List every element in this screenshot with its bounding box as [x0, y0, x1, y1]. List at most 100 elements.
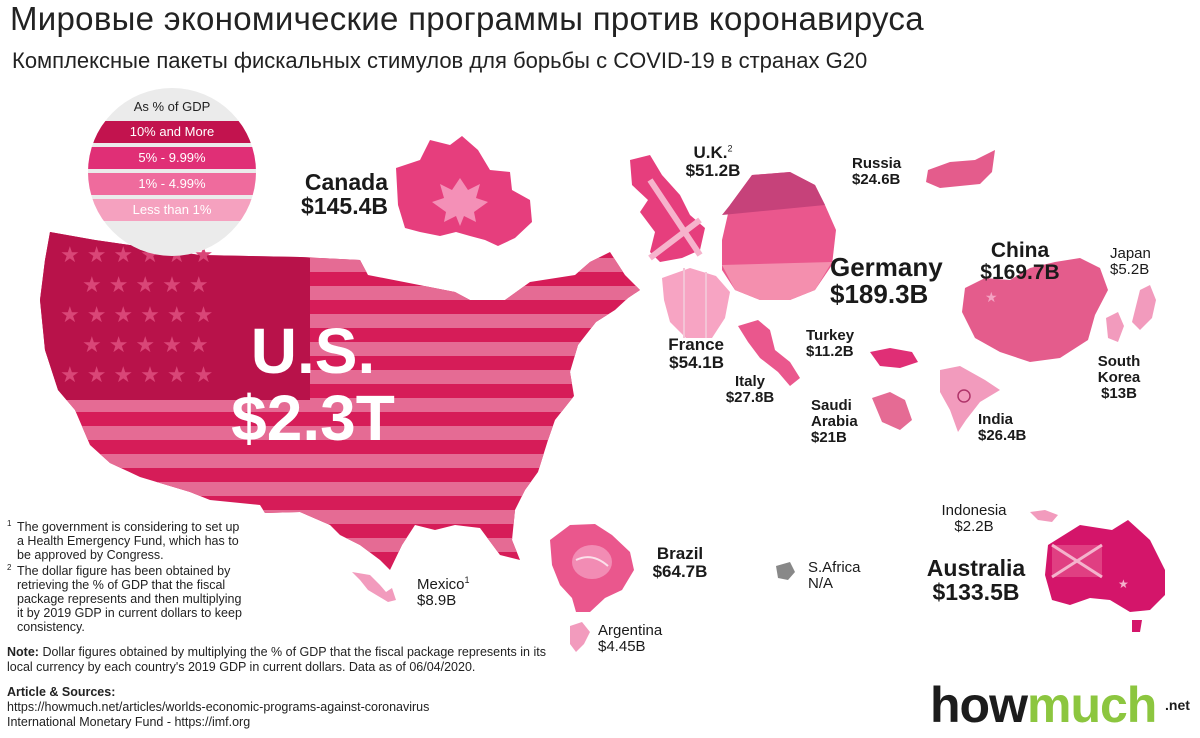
south-africa-shape — [776, 562, 795, 580]
india-name: India — [978, 411, 1014, 428]
label-italy: Italy $27.8B — [720, 374, 780, 406]
label-japan: Japan $5.2B — [1110, 246, 1151, 278]
france-shape — [662, 268, 730, 338]
note-label: Note: — [7, 645, 39, 659]
china-shape — [962, 258, 1108, 362]
legend-header: As % of GDP — [133, 99, 211, 114]
australia-shape: ★ — [1045, 520, 1165, 632]
saudi-name-1: Saudi — [811, 397, 852, 414]
turkey-shape — [870, 348, 918, 368]
label-mexico: Mexico1 $8.9B — [417, 575, 470, 609]
legend-item-10-plus: 10% and More — [88, 121, 256, 143]
logo-part-how: how — [930, 677, 1028, 733]
china-name: China — [990, 239, 1050, 262]
label-argentina: Argentina $4.45B — [598, 623, 662, 655]
label-us: U.S. $2.3T — [206, 315, 420, 455]
turkey-value: $11.2B — [806, 342, 854, 360]
legend: As % of GDP 10% and More 5% - 9.99% 1% -… — [88, 88, 256, 256]
canada-name: Canada — [304, 169, 388, 195]
uk-name: U.K. — [693, 143, 728, 162]
south-korea-name-2: Korea — [1097, 368, 1141, 386]
germany-shape — [722, 172, 836, 300]
svg-text:★ ★ ★ ★ ★ ★: ★ ★ ★ ★ ★ ★ — [60, 303, 213, 328]
uk-footnote-mark: 2 — [727, 143, 733, 154]
russia-shape — [926, 150, 995, 188]
legend-item-5-10: 5% - 9.99% — [88, 147, 256, 169]
label-brazil: Brazil $64.7B — [643, 545, 717, 581]
page-title: Мировые экономические программы против к… — [10, 0, 924, 37]
label-australia: Australia $133.5B — [917, 556, 1035, 604]
page-subtitle: Комплексные пакеты фискальных стимулов д… — [12, 48, 868, 73]
note-text: Dollar figures obtained by multiplying t… — [7, 645, 546, 674]
svg-text:★: ★ — [1118, 577, 1129, 591]
south-korea-value: $13B — [1101, 384, 1137, 402]
source-link-imf[interactable]: International Monetary Fund - https://im… — [7, 715, 251, 729]
footnote-1-text: The government is considering to set up … — [17, 520, 240, 562]
mexico-footnote-mark: 1 — [464, 575, 470, 585]
saudi-shape — [872, 392, 912, 430]
brazil-name: Brazil — [656, 544, 704, 563]
italy-value: $27.8B — [725, 388, 775, 406]
france-name: France — [668, 335, 724, 354]
logo-part-much: much — [1026, 677, 1157, 733]
brazil-value: $64.7B — [652, 561, 708, 581]
south-korea-name-1: South — [1097, 353, 1141, 370]
howmuch-logo: howmuch — [930, 676, 1157, 734]
label-indonesia: Indonesia $2.2B — [930, 503, 1018, 535]
australia-value: $133.5B — [932, 579, 1020, 606]
indonesia-shape — [1030, 510, 1058, 522]
canada-value: $145.4B — [301, 193, 388, 220]
footnote-2-text: The dollar figure has been obtained by r… — [17, 564, 242, 634]
legend-item-1-5: 1% - 4.99% — [88, 173, 256, 195]
japan-name: Japan — [1110, 245, 1151, 262]
svg-text:★ ★ ★ ★ ★: ★ ★ ★ ★ ★ — [82, 333, 209, 358]
us-name: U.S. — [250, 315, 376, 387]
source-link-article[interactable]: https://howmuch.net/articles/worlds-econ… — [7, 700, 430, 714]
logo-suffix: .net — [1165, 697, 1190, 713]
canada-leaf — [432, 178, 488, 226]
germany-name: Germany — [830, 252, 943, 282]
italy-name: Italy — [734, 373, 765, 390]
italy-shape — [738, 320, 800, 386]
footnote-2-mark: 2 — [7, 563, 12, 572]
saudi-value: $21B — [811, 428, 847, 446]
svg-text:★ ★ ★ ★ ★: ★ ★ ★ ★ ★ — [82, 273, 209, 298]
argentina-value: $4.45B — [598, 637, 646, 655]
label-uk: U.K.2 $51.2B — [682, 144, 744, 180]
legend-item-less-1: Less than 1% — [88, 199, 256, 221]
japan-value: $5.2B — [1110, 260, 1150, 278]
footnotes: 1 The government is considering to set u… — [7, 519, 247, 636]
label-russia: Russia $24.6B — [852, 156, 901, 188]
turkey-name: Turkey — [806, 327, 855, 344]
label-france: France $54.1B — [656, 336, 724, 372]
mexico-shape — [352, 572, 396, 602]
mexico-value: $8.9B — [417, 591, 457, 609]
india-value: $26.4B — [978, 426, 1027, 444]
argentina-name: Argentina — [598, 622, 663, 639]
brazil-globe — [572, 545, 612, 579]
label-turkey: Turkey $11.2B — [806, 328, 854, 360]
south-africa-value: N/A — [808, 574, 834, 592]
sources: Article & Sources: https://howmuch.net/a… — [7, 685, 567, 730]
russia-value: $24.6B — [852, 170, 901, 188]
saudi-name-2: Arabia — [811, 412, 858, 430]
indonesia-value: $2.2B — [954, 517, 994, 535]
label-canada: Canada $145.4B — [296, 170, 388, 218]
russia-name: Russia — [852, 155, 902, 172]
uk-shape — [630, 155, 705, 262]
sources-label: Article & Sources: — [7, 685, 116, 699]
us-value: $2.3T — [231, 382, 395, 455]
footnote-1: 1 The government is considering to set u… — [7, 519, 247, 562]
svg-text:★: ★ — [985, 290, 998, 306]
south-korea-shape — [1106, 312, 1124, 342]
svg-text:★ ★ ★ ★ ★ ★: ★ ★ ★ ★ ★ ★ — [60, 363, 213, 388]
japan-shape — [1132, 285, 1156, 330]
germany-value: $189.3B — [830, 279, 929, 310]
indonesia-name: Indonesia — [941, 502, 1007, 519]
label-germany: Germany $189.3B — [830, 252, 943, 310]
south-africa-name: S.Africa — [808, 559, 861, 576]
label-china: China $169.7B — [975, 239, 1065, 284]
australia-name: Australia — [926, 555, 1026, 581]
note: Note: Dollar figures obtained by multipl… — [7, 645, 567, 675]
